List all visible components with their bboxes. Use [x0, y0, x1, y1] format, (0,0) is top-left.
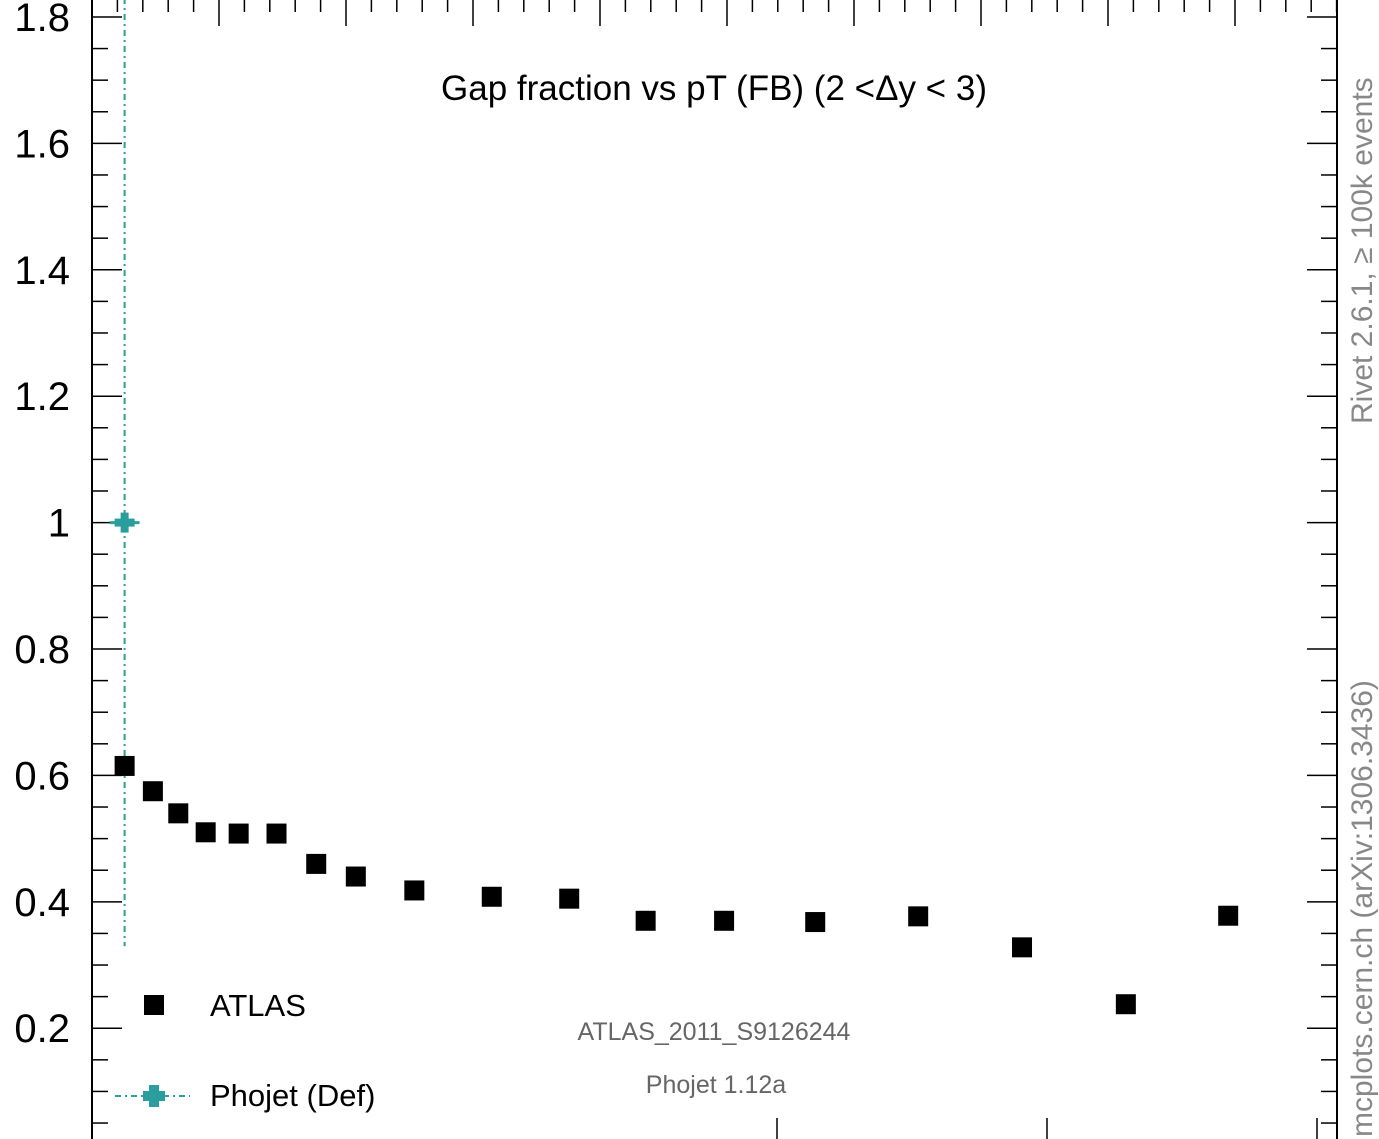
atlas-point [1012, 937, 1033, 958]
y-tick-labels: 0.2 0.4 0.6 0.8 1 1.2 1.4 1.6 1.8 [14, 0, 70, 1051]
atlas-point [142, 781, 163, 802]
rivet-version-label: Rivet 2.6.1, ≥ 100k events [1346, 77, 1379, 424]
axis-ticks [92, 0, 1338, 1139]
atlas-point [559, 888, 580, 909]
mcplots-label: mcplots.cern.ch (arXiv:1306.3436) [1346, 680, 1379, 1137]
legend: ATLAS Phojet (Def) [115, 988, 375, 1113]
atlas-point [228, 823, 249, 844]
atlas-point [345, 866, 366, 887]
atlas-point [168, 803, 189, 824]
series-layer [109, 0, 1239, 1015]
y-tick-label: 1.2 [14, 375, 70, 419]
y-tick-label: 1.8 [14, 0, 70, 40]
atlas-point [1218, 905, 1239, 926]
phojet-point-vertical [120, 512, 129, 533]
plot-frame [91, 0, 1338, 1139]
y-tick-label: 0.2 [14, 1007, 70, 1051]
legend-phojet-label: Phojet (Def) [210, 1078, 375, 1113]
y-tick-label: 0.8 [14, 628, 70, 672]
atlas-point [266, 823, 287, 844]
analysis-label: ATLAS_2011_S9126244 [578, 1018, 851, 1046]
chart-title: Gap fraction vs pT (FB) (2 <Δy < 3) [441, 69, 987, 108]
atlas-point [481, 886, 502, 907]
atlas-point [195, 822, 216, 843]
y-tick-label: 0.6 [14, 754, 70, 798]
legend-atlas-label: ATLAS [210, 988, 306, 1023]
y-tick-label: 1.6 [14, 122, 70, 166]
y-tick-label: 0.4 [14, 881, 70, 925]
legend-atlas-marker [144, 995, 164, 1015]
atlas-point [1115, 994, 1136, 1015]
legend-phojet-marker [143, 1085, 165, 1107]
atlas-point [714, 910, 735, 931]
atlas-point [306, 853, 327, 874]
atlas-point [404, 880, 425, 901]
atlas-point [908, 906, 929, 927]
generator-label: Phojet 1.12a [646, 1071, 786, 1099]
y-tick-label: 1 [48, 502, 70, 546]
atlas-point [114, 755, 135, 776]
atlas-point [635, 910, 656, 931]
y-tick-label: 1.4 [14, 249, 70, 293]
atlas-point [805, 912, 826, 933]
